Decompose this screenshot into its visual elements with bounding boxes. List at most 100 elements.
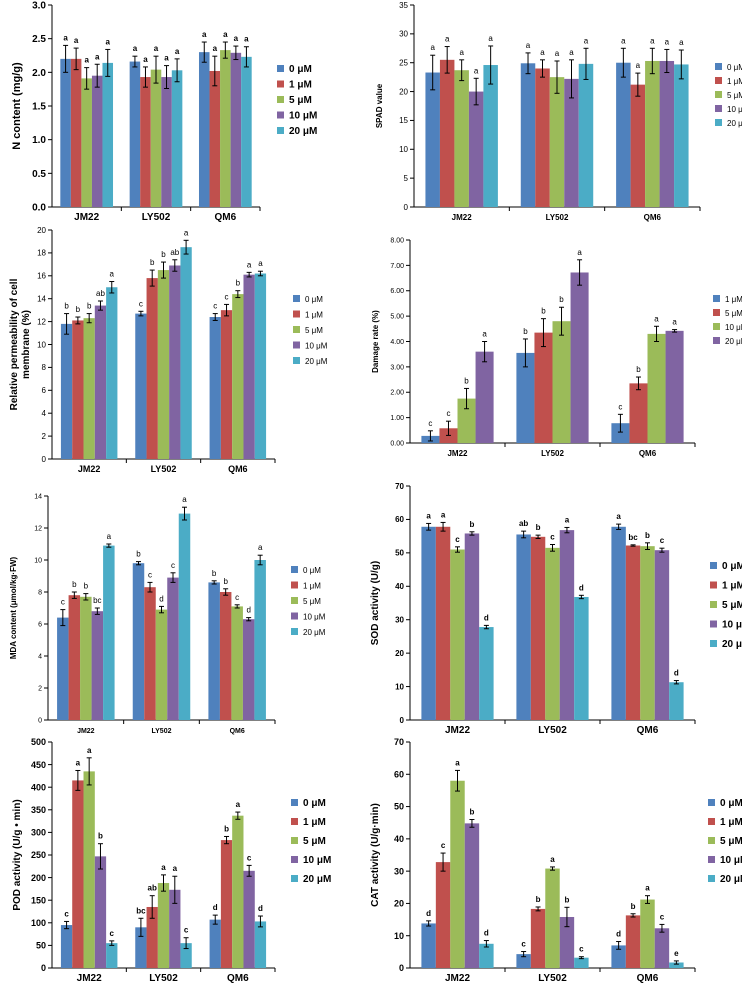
y-tick-label: 30 [399, 30, 408, 39]
bar [242, 619, 255, 720]
significance-letter: c [139, 299, 143, 308]
significance-letter: c [148, 570, 152, 579]
y-tick-label: 10 [394, 931, 404, 941]
bar [161, 77, 172, 208]
bar [169, 265, 181, 459]
y-tick-label: 2 [42, 432, 47, 441]
significance-letter: c [247, 853, 252, 862]
bar [549, 77, 565, 208]
legend-label: 0 μM [289, 64, 312, 75]
significance-letter: c [428, 419, 432, 428]
bar [665, 330, 684, 443]
legend-label: 10 μM [722, 620, 742, 631]
legend-swatch [291, 581, 298, 589]
bar [68, 595, 81, 720]
y-tick-label: 6 [42, 386, 47, 395]
y-axis-title: Damage rate (%) [371, 310, 380, 373]
significance-letter: b [161, 250, 166, 259]
legend-label: 1 μM [305, 311, 323, 320]
legend-label: 20 μM [303, 874, 331, 885]
significance-letter: a [455, 758, 460, 767]
bar [129, 61, 141, 208]
legend-label: 10 μM [725, 323, 742, 332]
bar [654, 928, 670, 968]
y-tick-label: 50 [36, 941, 46, 951]
y-tick-label: 5.00 [390, 314, 404, 321]
bar [81, 78, 92, 207]
y-tick-label: 20 [394, 899, 404, 909]
legend-label: 0 μM [720, 798, 742, 809]
x-category-label: QM6 [639, 449, 657, 458]
y-tick-label: 2.5 [32, 34, 46, 45]
significance-letter: a [441, 510, 446, 519]
bar [616, 62, 631, 207]
y-tick-label: 20 [399, 87, 408, 96]
legend-label: 5 μM [289, 95, 312, 106]
significance-letter: a [107, 532, 112, 541]
significance-letter: a [679, 38, 684, 47]
bar [70, 58, 82, 207]
y-tick-label: 18 [37, 249, 46, 258]
bar [545, 547, 560, 720]
legend-swatch [710, 562, 717, 569]
y-tick-label: 6 [38, 621, 42, 628]
legend-label: 10 μM [720, 855, 742, 866]
legend-label: 10 μM [727, 105, 742, 114]
legend-label: 10 μM [303, 613, 326, 622]
y-tick-label: 8 [42, 363, 47, 372]
bar [178, 513, 191, 720]
significance-letter: ab [148, 884, 157, 893]
bar [559, 530, 575, 720]
legend-swatch [291, 799, 298, 806]
y-tick-label: 8.00 [390, 237, 404, 244]
significance-letter: a [182, 495, 187, 504]
y-tick-label: 500 [31, 737, 46, 747]
bar [232, 815, 244, 968]
bar [450, 549, 465, 720]
significance-letter: b [236, 279, 241, 288]
significance-letter: b [645, 531, 650, 540]
significance-letter: d [213, 903, 218, 912]
bar [578, 63, 594, 207]
legend-swatch [710, 581, 717, 589]
bar [180, 943, 192, 968]
bar [421, 923, 436, 968]
significance-letter: b [64, 302, 69, 311]
bar [80, 596, 92, 720]
x-category-label: LY502 [152, 728, 172, 735]
y-tick-label: 10 [399, 145, 408, 154]
bar [564, 78, 579, 207]
legend-swatch [713, 337, 720, 344]
legend-swatch [715, 91, 722, 98]
panel-d: 0.00 1.00 2.00 3.00 4.00 5.00 6.00 7.00 8.00 Dama… [371, 237, 742, 458]
significance-letter: a [184, 228, 189, 237]
bar [450, 780, 465, 968]
significance-letter: a [621, 36, 626, 45]
significance-letter: b [559, 295, 564, 304]
legend-label: 10 μM [303, 855, 331, 866]
legend-swatch [277, 80, 284, 88]
bar [421, 526, 436, 720]
legend-swatch [277, 111, 284, 119]
significance-letter: a [247, 260, 252, 269]
bar [254, 921, 267, 968]
significance-letter: d [159, 594, 163, 603]
bar [574, 957, 589, 968]
bar [106, 287, 118, 459]
y-axis-title: CAT activity (U/g·min) [370, 803, 381, 907]
significance-letter: b [564, 895, 569, 904]
bar [209, 70, 221, 207]
significance-letter: a [672, 318, 677, 327]
x-category-label: QM6 [214, 212, 236, 223]
significance-letter: a [110, 270, 115, 279]
bar [625, 545, 641, 720]
y-tick-label: 16 [37, 272, 46, 281]
legend-swatch [715, 63, 722, 70]
bar [91, 75, 103, 207]
significance-letter: a [244, 35, 249, 44]
legend-label: 20 μM [722, 639, 742, 650]
significance-letter: a [154, 44, 159, 53]
bar [144, 587, 156, 720]
significance-letter: a [173, 864, 178, 873]
